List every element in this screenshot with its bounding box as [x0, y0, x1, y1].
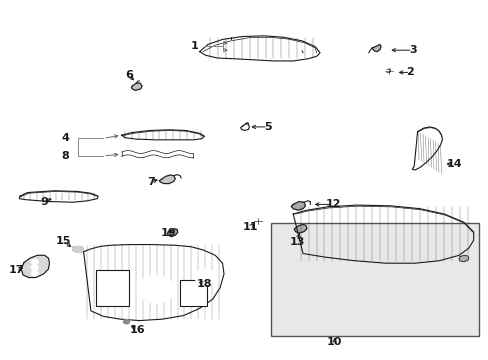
Text: 8: 8 — [61, 151, 69, 161]
Polygon shape — [21, 255, 49, 278]
Polygon shape — [294, 225, 306, 233]
Polygon shape — [73, 246, 83, 252]
Circle shape — [123, 319, 129, 324]
Text: 17: 17 — [8, 265, 24, 275]
Polygon shape — [167, 229, 177, 237]
Text: 5: 5 — [264, 122, 271, 132]
Text: 19: 19 — [161, 228, 176, 238]
Text: 4: 4 — [61, 134, 69, 143]
Circle shape — [31, 265, 39, 270]
Text: 3: 3 — [408, 45, 416, 55]
Polygon shape — [371, 44, 380, 51]
Text: 12: 12 — [325, 199, 340, 210]
Text: 10: 10 — [326, 337, 342, 347]
Text: 13: 13 — [289, 237, 304, 247]
Bar — [180, 280, 206, 306]
Text: 6: 6 — [125, 70, 133, 80]
Circle shape — [137, 276, 174, 303]
Text: 9: 9 — [41, 197, 48, 207]
Polygon shape — [159, 175, 175, 184]
Text: 14: 14 — [446, 159, 461, 169]
Circle shape — [31, 270, 39, 276]
Text: 18: 18 — [196, 279, 212, 289]
Text: 16: 16 — [129, 325, 145, 335]
Circle shape — [31, 259, 39, 265]
Polygon shape — [458, 255, 468, 262]
Bar — [271, 223, 478, 336]
Bar — [96, 270, 129, 306]
Polygon shape — [131, 83, 142, 90]
Text: 11: 11 — [243, 222, 258, 231]
Text: 1: 1 — [190, 41, 198, 50]
Polygon shape — [291, 202, 305, 210]
Circle shape — [194, 269, 216, 285]
Text: 15: 15 — [55, 236, 71, 246]
Text: 7: 7 — [147, 177, 154, 187]
Text: 2: 2 — [406, 67, 413, 77]
